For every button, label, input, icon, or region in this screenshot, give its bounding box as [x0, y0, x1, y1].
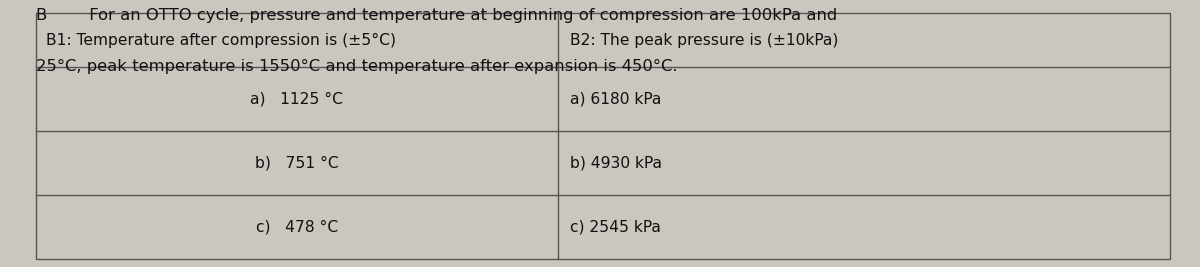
- Text: b) 4930 kPa: b) 4930 kPa: [570, 156, 662, 171]
- Text: a) 6180 kPa: a) 6180 kPa: [570, 92, 661, 107]
- Text: 25°C, peak temperature is 1550°C and temperature after expansion is 450°C.: 25°C, peak temperature is 1550°C and tem…: [36, 59, 678, 74]
- Text: B2: The peak pressure is (±10kPa): B2: The peak pressure is (±10kPa): [570, 33, 839, 48]
- Text: B        For an OTTO cycle, pressure and temperature at beginning of compression: B For an OTTO cycle, pressure and temper…: [36, 8, 838, 23]
- Text: b)   751 °C: b) 751 °C: [256, 156, 338, 171]
- Text: B1: Temperature after compression is (±5°C): B1: Temperature after compression is (±5…: [46, 33, 396, 48]
- Text: a)   1125 °C: a) 1125 °C: [251, 92, 343, 107]
- Text: c) 2545 kPa: c) 2545 kPa: [570, 219, 661, 234]
- Text: c)   478 °C: c) 478 °C: [256, 219, 338, 234]
